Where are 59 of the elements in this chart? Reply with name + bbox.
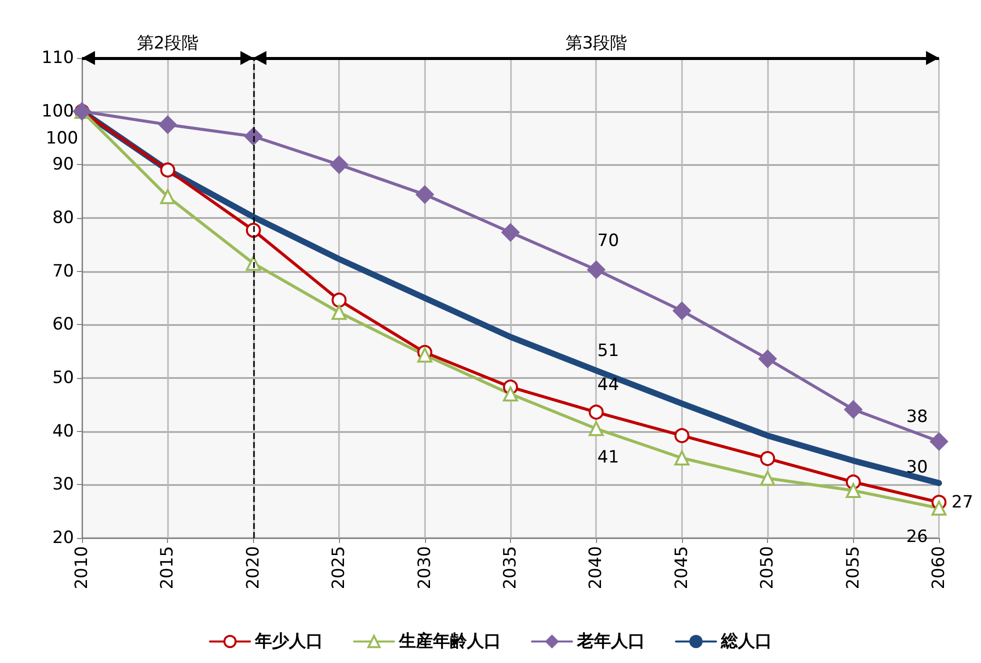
point xyxy=(588,421,604,436)
legend-label: 生産年齢人口 xyxy=(398,632,501,652)
data-label: 70 xyxy=(597,231,620,252)
legend-label: 総人口 xyxy=(720,632,772,652)
y-tick-label: 90 xyxy=(52,154,74,175)
point xyxy=(758,350,777,368)
point xyxy=(674,450,690,466)
point xyxy=(930,432,948,450)
point xyxy=(502,223,520,242)
data-label: 30 xyxy=(906,458,928,478)
point xyxy=(160,189,176,204)
point xyxy=(844,400,862,418)
y-tick-label: 40 xyxy=(52,421,74,442)
y-tick-label: 60 xyxy=(52,314,74,335)
x-tick-label: 2015 xyxy=(158,546,178,590)
point xyxy=(158,116,177,134)
x-tick-label: 2020 xyxy=(243,546,264,590)
x-tick-label: 2040 xyxy=(586,546,606,590)
point xyxy=(160,162,176,178)
point xyxy=(760,451,776,466)
x-tick-label: 2025 xyxy=(329,546,350,590)
data-label: 41 xyxy=(597,448,620,468)
x-tick-label: 2050 xyxy=(758,546,778,590)
y-tick-label: 20 xyxy=(52,528,74,548)
data-label: 44 xyxy=(597,375,620,396)
x-tick-label: 2035 xyxy=(500,546,520,590)
data-label: 27 xyxy=(952,492,974,512)
point xyxy=(672,302,691,320)
data-label: 51 xyxy=(597,341,620,362)
point xyxy=(417,348,432,363)
point xyxy=(246,222,261,238)
point xyxy=(416,186,434,204)
x-tick-label: 2045 xyxy=(672,546,692,590)
point xyxy=(760,470,776,486)
point xyxy=(674,428,690,444)
y-tick-label: 30 xyxy=(52,474,74,495)
y-tick-label: 80 xyxy=(52,208,74,228)
point xyxy=(330,156,348,174)
band-label: 第3段階 xyxy=(565,34,628,54)
y-tick-label: 100 xyxy=(42,101,74,122)
x-tick-label: 2060 xyxy=(929,546,949,590)
y-tick-label: 70 xyxy=(52,261,74,282)
y-tick-label: 50 xyxy=(52,368,74,388)
x-tick-label: 2010 xyxy=(72,546,92,590)
y-tick-label: 110 xyxy=(42,48,74,68)
point xyxy=(503,386,518,402)
data-label: 26 xyxy=(906,527,928,548)
legend-label: 年少人口 xyxy=(254,632,323,652)
point xyxy=(932,500,946,516)
point xyxy=(332,292,347,308)
point xyxy=(332,304,347,320)
legend-label: 老年人口 xyxy=(576,632,645,652)
band-label: 第2段階 xyxy=(136,34,199,54)
x-tick-label: 2030 xyxy=(414,546,435,590)
data-label: 38 xyxy=(906,406,928,427)
x-tick-label: 2055 xyxy=(843,546,864,590)
point xyxy=(846,483,861,498)
point xyxy=(587,260,606,279)
point xyxy=(588,404,604,420)
